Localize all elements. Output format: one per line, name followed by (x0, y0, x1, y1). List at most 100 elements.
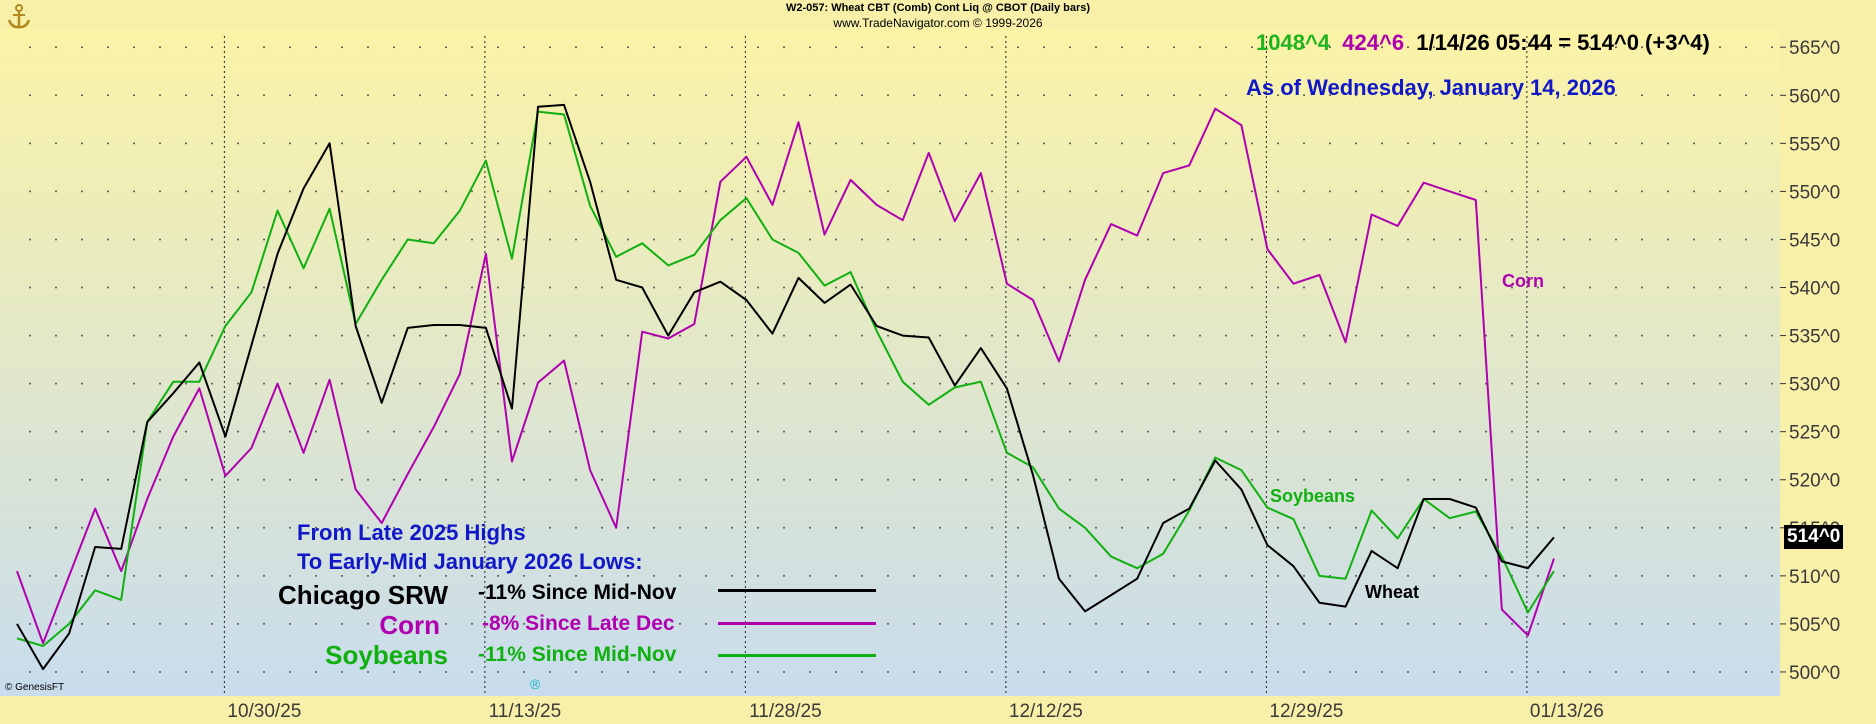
grid-dot (601, 430, 603, 433)
grid-dot (1771, 94, 1773, 97)
grid-dot (1017, 142, 1019, 145)
grid-dot (81, 478, 83, 481)
grid-dot (601, 670, 603, 673)
grid-dot (159, 574, 161, 577)
grid-dot (575, 238, 577, 241)
grid-dot (1277, 670, 1279, 673)
grid-dot (55, 238, 57, 241)
grid-dot (445, 94, 447, 97)
grid-dot (1277, 430, 1279, 433)
y-tick-label: 510^0 (1789, 567, 1840, 588)
grid-dot (627, 526, 629, 529)
grid-dot (679, 190, 681, 193)
grid-dot (1121, 526, 1123, 529)
grid-dot (133, 286, 135, 289)
grid-dot (1199, 670, 1201, 673)
grid-dot (211, 574, 213, 577)
grid-dot (497, 670, 499, 673)
grid-dot (237, 382, 239, 385)
grid-dot (29, 334, 31, 337)
grid-dot (107, 382, 109, 385)
grid-dot (367, 526, 369, 529)
grid-dot (237, 334, 239, 337)
grid-dot (1329, 478, 1331, 481)
grid-dot (1329, 430, 1331, 433)
grid-dot (1641, 382, 1643, 385)
grid-dot (627, 238, 629, 241)
grid-dot (965, 334, 967, 337)
grid-dot (367, 334, 369, 337)
grid-dot (1095, 190, 1097, 193)
grid-dot (1537, 526, 1539, 529)
grid-dot (1381, 574, 1383, 577)
grid-dot (627, 190, 629, 193)
grid-dot (705, 334, 707, 337)
grid-dot (1381, 670, 1383, 673)
grid-dot (1745, 142, 1747, 145)
grid-dot (1693, 238, 1695, 241)
grid-dot (211, 142, 213, 145)
grid-dot (1095, 94, 1097, 97)
grid-dot (1771, 190, 1773, 193)
legend-desc-soybeans: -11% Since Mid-Nov (478, 643, 677, 666)
grid-dot (1355, 46, 1357, 49)
grid-dot (1017, 190, 1019, 193)
grid-dot (991, 574, 993, 577)
grid-dot (419, 334, 421, 337)
grid-dot (1251, 670, 1253, 673)
grid-dot (1355, 238, 1357, 241)
grid-dot (1095, 526, 1097, 529)
grid-dot (627, 478, 629, 481)
grid-dot (1017, 670, 1019, 673)
grid-dot (679, 526, 681, 529)
grid-dot (1173, 94, 1175, 97)
legend-line-wheat (718, 589, 876, 592)
grid-dot (419, 478, 421, 481)
grid-dot (1017, 286, 1019, 289)
grid-dot (1615, 574, 1617, 577)
grid-dot (341, 670, 343, 673)
y-tick-label: 505^0 (1789, 615, 1840, 636)
grid-dot (29, 286, 31, 289)
grid-dot (523, 670, 525, 673)
grid-dot (653, 670, 655, 673)
grid-dot (1199, 382, 1201, 385)
grid-dot (1043, 622, 1045, 625)
grid-dot (107, 46, 109, 49)
grid-dot (1615, 94, 1617, 97)
grid-dot (549, 574, 551, 577)
grid-dot (679, 286, 681, 289)
grid-dot (211, 526, 213, 529)
grid-dot (1277, 382, 1279, 385)
grid-dot (1199, 190, 1201, 193)
grid-dot (1511, 622, 1513, 625)
grid-row-565 (29, 46, 1773, 49)
grid-dot (757, 46, 759, 49)
grid-dot (1589, 670, 1591, 673)
grid-dot (1745, 238, 1747, 241)
grid-dot (1745, 382, 1747, 385)
grid-dot (965, 622, 967, 625)
grid-dot (55, 574, 57, 577)
grid-dot (367, 94, 369, 97)
grid-dot (1459, 670, 1461, 673)
grid-dot (1329, 142, 1331, 145)
grid-dot (107, 574, 109, 577)
legend-line-soybeans (718, 654, 876, 657)
grid-dot (1771, 382, 1773, 385)
grid-dot (523, 478, 525, 481)
grid-dot (185, 46, 187, 49)
grid-dot (861, 238, 863, 241)
grid-dot (159, 94, 161, 97)
grid-dot (523, 430, 525, 433)
grid-dot (783, 526, 785, 529)
grid-dot (991, 526, 993, 529)
grid-dot (1355, 142, 1357, 145)
grid-dot (1459, 238, 1461, 241)
grid-dot (185, 670, 187, 673)
grid-dot (1251, 142, 1253, 145)
grid-dot (1069, 574, 1071, 577)
grid-dot (887, 286, 889, 289)
grid-dot (55, 478, 57, 481)
grid-dot (1199, 622, 1201, 625)
